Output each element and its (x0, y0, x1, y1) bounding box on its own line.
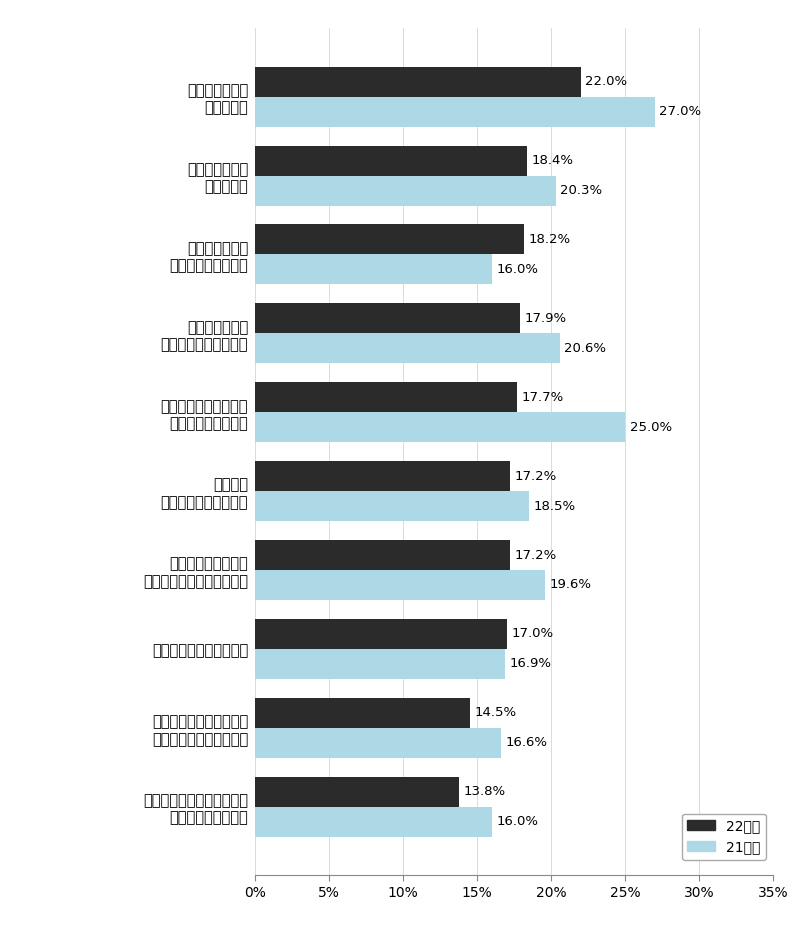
Text: 14.5%: 14.5% (474, 707, 516, 719)
Text: 19.6%: 19.6% (550, 579, 591, 592)
Bar (255, 97, 654, 127)
Bar (255, 619, 507, 649)
Text: 27.0%: 27.0% (659, 105, 701, 119)
Bar (255, 461, 509, 491)
Text: 16.0%: 16.0% (497, 263, 538, 276)
Text: 16.9%: 16.9% (509, 658, 552, 670)
Bar (255, 412, 625, 442)
Text: 17.2%: 17.2% (514, 470, 556, 483)
Text: 20.3%: 20.3% (560, 184, 602, 197)
Text: 16.6%: 16.6% (505, 736, 548, 749)
Text: 16.0%: 16.0% (497, 815, 538, 828)
Text: 17.2%: 17.2% (514, 549, 556, 562)
Text: 25.0%: 25.0% (630, 421, 672, 434)
Bar (255, 333, 560, 363)
Bar (255, 491, 529, 521)
Bar (255, 698, 469, 727)
Text: 17.7%: 17.7% (521, 391, 563, 404)
Bar (255, 540, 509, 570)
Text: 18.5%: 18.5% (533, 500, 575, 513)
Bar (255, 146, 528, 176)
Bar (255, 727, 501, 758)
Bar (255, 776, 459, 806)
Text: 20.6%: 20.6% (564, 342, 607, 355)
Bar (255, 649, 505, 678)
Bar (255, 225, 524, 254)
Bar (255, 303, 520, 333)
Text: 17.0%: 17.0% (511, 628, 553, 641)
Bar (255, 254, 492, 284)
Text: 17.9%: 17.9% (524, 311, 567, 325)
Text: 13.8%: 13.8% (464, 785, 506, 798)
Text: 18.4%: 18.4% (532, 154, 574, 167)
Bar (255, 176, 556, 205)
Bar (255, 67, 581, 97)
Bar (255, 382, 517, 412)
Legend: 22年卒, 21年卒: 22年卒, 21年卒 (681, 814, 766, 860)
Bar (255, 806, 492, 837)
Bar (255, 570, 545, 600)
Text: 18.2%: 18.2% (529, 233, 571, 246)
Text: 22.0%: 22.0% (585, 75, 627, 88)
